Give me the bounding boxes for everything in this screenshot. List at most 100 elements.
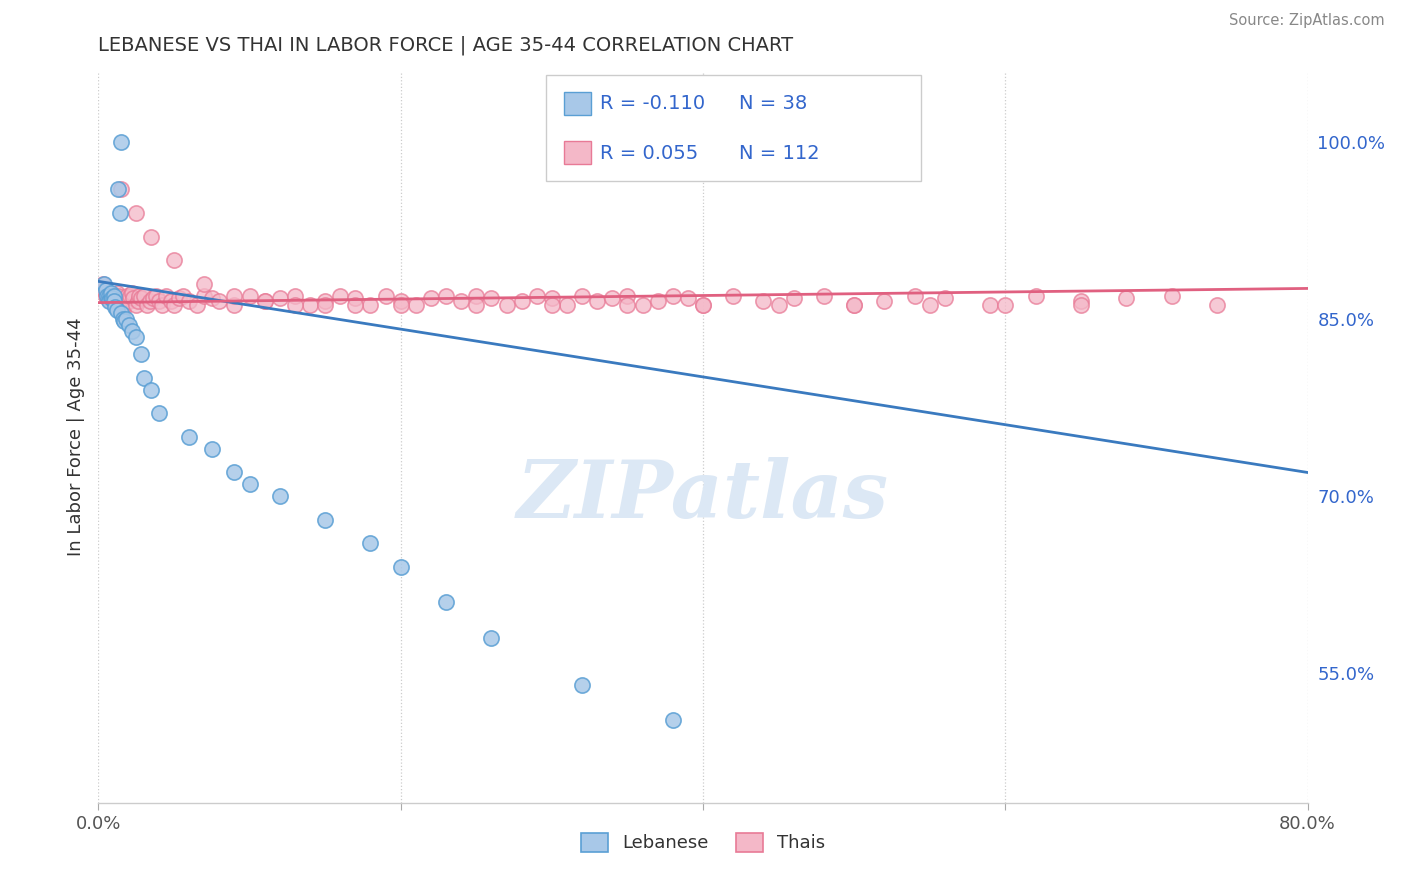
Point	[1206, 298, 1229, 312]
Point	[314, 298, 336, 312]
Point	[93, 283, 115, 297]
Point	[107, 288, 129, 302]
Point	[110, 301, 132, 315]
Point	[360, 536, 382, 550]
Point	[132, 371, 155, 385]
Point	[647, 294, 669, 309]
Point	[179, 294, 201, 309]
Point	[540, 298, 562, 312]
Point	[201, 442, 224, 456]
Point	[112, 298, 135, 312]
Point	[121, 324, 143, 338]
Point	[141, 383, 163, 397]
Point	[253, 294, 276, 309]
Point	[253, 294, 276, 309]
Point	[571, 288, 593, 302]
Point	[100, 286, 122, 301]
Point	[1115, 291, 1137, 305]
Point	[450, 294, 472, 309]
Point	[918, 298, 941, 312]
Point	[155, 288, 177, 302]
Point	[904, 288, 927, 302]
Point	[193, 288, 215, 302]
Legend: Lebanese, Thais: Lebanese, Thais	[574, 826, 832, 860]
Point	[873, 294, 896, 309]
Point	[631, 298, 654, 312]
Point	[108, 294, 131, 309]
FancyBboxPatch shape	[564, 141, 591, 164]
Point	[96, 288, 118, 302]
Point	[105, 291, 128, 305]
Point	[374, 288, 396, 302]
Point	[284, 298, 307, 312]
Point	[142, 291, 165, 305]
Point	[160, 294, 183, 309]
Point	[112, 314, 135, 328]
Point	[1070, 298, 1092, 312]
Point	[239, 477, 262, 491]
Text: ZIPatlas: ZIPatlas	[517, 457, 889, 534]
Text: LEBANESE VS THAI IN LABOR FORCE | AGE 35-44 CORRELATION CHART: LEBANESE VS THAI IN LABOR FORCE | AGE 35…	[98, 36, 793, 55]
Point	[1070, 294, 1092, 309]
Point	[481, 631, 503, 645]
Point	[96, 286, 118, 301]
Point	[105, 286, 128, 301]
Point	[224, 466, 246, 480]
Point	[167, 291, 190, 305]
Point	[103, 294, 125, 309]
Point	[405, 298, 427, 312]
Point	[994, 298, 1017, 312]
Point	[111, 312, 134, 326]
Point	[510, 294, 533, 309]
Point	[269, 489, 291, 503]
Point	[616, 288, 638, 302]
Point	[163, 298, 186, 312]
Point	[127, 294, 149, 309]
Point	[586, 294, 609, 309]
Point	[128, 288, 150, 302]
Point	[434, 595, 457, 609]
Point	[602, 291, 624, 305]
Point	[93, 277, 115, 291]
Point	[783, 291, 806, 305]
Point	[121, 286, 143, 301]
Point	[125, 206, 148, 220]
Point	[314, 294, 336, 309]
Text: N = 38: N = 38	[740, 94, 807, 113]
Point	[98, 288, 121, 302]
Point	[1160, 288, 1182, 302]
Point	[389, 298, 412, 312]
Point	[768, 298, 790, 312]
Point	[389, 559, 412, 574]
Point	[129, 291, 152, 305]
Point	[100, 291, 122, 305]
Text: N = 112: N = 112	[740, 144, 820, 162]
Point	[208, 294, 231, 309]
Point	[94, 288, 117, 302]
Point	[98, 288, 121, 302]
FancyBboxPatch shape	[564, 92, 591, 115]
Point	[120, 288, 142, 302]
Point	[481, 291, 503, 305]
Point	[495, 298, 517, 312]
Text: R = 0.055: R = 0.055	[600, 144, 699, 162]
Point	[571, 678, 593, 692]
Point	[96, 291, 118, 305]
Point	[329, 288, 352, 302]
Point	[107, 182, 129, 196]
Point	[135, 298, 157, 312]
Point	[110, 306, 132, 320]
Point	[98, 294, 121, 309]
Point	[434, 288, 457, 302]
Point	[465, 288, 488, 302]
Point	[141, 229, 163, 244]
Point	[148, 407, 170, 421]
Point	[201, 291, 224, 305]
Point	[1024, 288, 1046, 302]
Point	[360, 298, 382, 312]
Point	[239, 288, 262, 302]
Point	[91, 277, 114, 291]
Y-axis label: In Labor Force | Age 35-44: In Labor Force | Age 35-44	[66, 318, 84, 557]
Point	[163, 253, 186, 268]
Point	[979, 298, 1001, 312]
